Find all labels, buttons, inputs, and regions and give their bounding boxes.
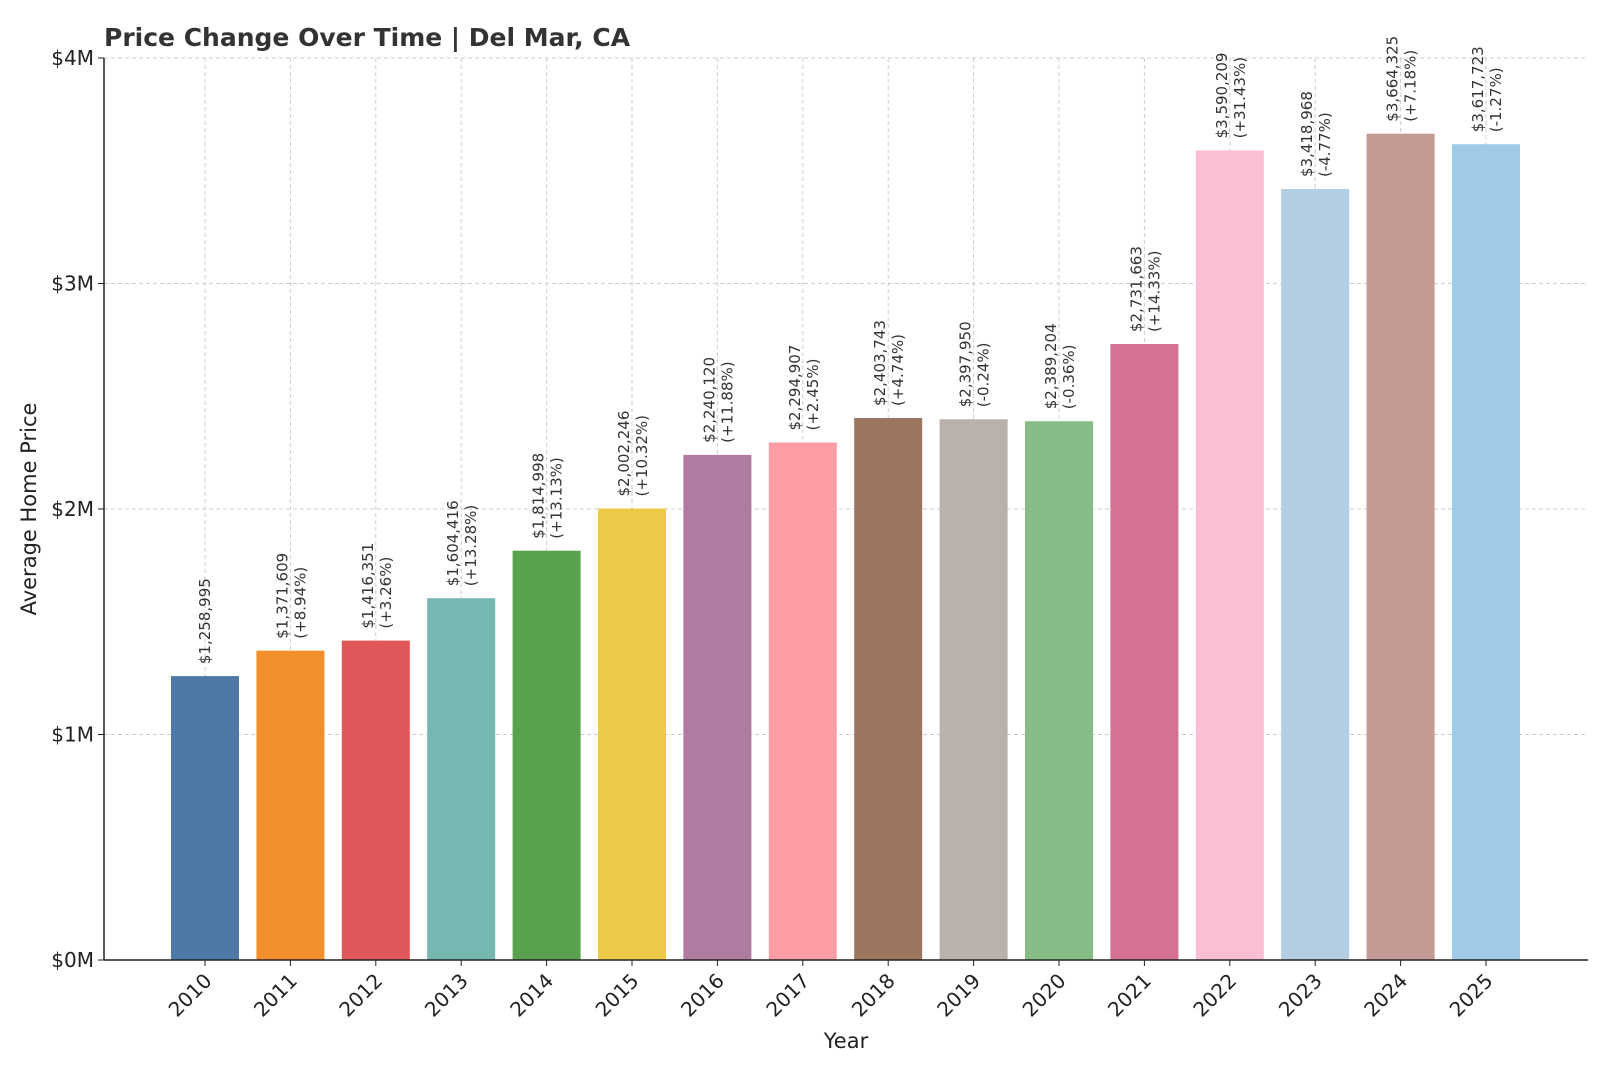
bar-label-2012: $1,416,351 (+3.26%) — [359, 543, 395, 629]
x-tick-label: 2025 — [1445, 969, 1498, 1022]
value-label: $1,814,998 — [530, 453, 548, 539]
y-tick-label: $4M — [51, 46, 94, 70]
y-tick-labels: $0M $1M $2M $3M $4M — [51, 46, 104, 972]
change-label: (+7.18%) — [1402, 50, 1420, 122]
value-label: $2,397,950 — [957, 321, 975, 407]
bar-2010 — [171, 676, 239, 960]
bar-2018 — [854, 417, 923, 961]
x-tick-label: 2011 — [249, 969, 302, 1022]
bar-label-2024: $3,664,325 (+7.18%) — [1384, 36, 1420, 122]
value-label: $3,590,209 — [1213, 53, 1231, 139]
x-tick-label: 2019 — [932, 969, 985, 1022]
x-tick-label: 2021 — [1103, 969, 1156, 1022]
bar-2024 — [1366, 133, 1435, 961]
bar-label-2019: $2,397,950 (-0.24%) — [957, 321, 993, 407]
x-tick-label: 2017 — [761, 969, 814, 1022]
bars — [171, 133, 1520, 961]
grid — [104, 57, 1588, 960]
bar-2020 — [1025, 421, 1093, 960]
data-labels: $1,258,995 $1,371,609 (+8.94%) $1,416,351 (+… — [196, 36, 1505, 664]
value-label: $2,240,120 — [700, 357, 718, 443]
y-tick-label: $0M — [51, 948, 94, 972]
x-tick-label: 2020 — [1018, 969, 1071, 1022]
bar-2017 — [768, 442, 837, 960]
value-label: $1,371,609 — [273, 553, 291, 639]
bar-label-2018: $2,403,743 (+4.74%) — [871, 320, 907, 406]
bar-2016 — [683, 454, 752, 960]
value-label: $3,418,968 — [1298, 91, 1316, 177]
chart-title: Price Change Over Time | Del Mar, CA — [104, 23, 631, 52]
value-label: $1,258,995 — [196, 578, 214, 664]
bar-label-2016: $2,240,120 (+11.88%) — [700, 357, 736, 443]
bar-2013 — [427, 598, 496, 960]
change-label: (+4.74%) — [889, 334, 907, 406]
change-label: (+2.45%) — [804, 359, 822, 431]
x-tick-label: 2014 — [505, 969, 558, 1022]
bar-label-2020: $2,389,204 (-0.36%) — [1042, 323, 1078, 409]
change-label: (+8.94%) — [291, 567, 309, 639]
x-tick-label: 2022 — [1188, 969, 1241, 1022]
bar-label-2010: $1,258,995 — [196, 578, 214, 664]
value-label: $2,389,204 — [1042, 323, 1060, 409]
y-tick-label: $2M — [51, 497, 94, 521]
x-tick-label: 2023 — [1274, 969, 1327, 1022]
bar-2012 — [341, 640, 410, 960]
change-label: (-0.36%) — [1060, 344, 1078, 409]
y-tick-label: $1M — [51, 723, 94, 747]
y-tick-label: $3M — [51, 272, 94, 296]
x-tick-labels: 2010 2011 2012 2013 2014 2015 2016 2017 2018 2019… — [164, 960, 1498, 1022]
bar-2014 — [512, 550, 581, 960]
change-label: (-1.27%) — [1487, 67, 1505, 132]
value-label: $2,731,663 — [1127, 246, 1145, 332]
x-tick-label: 2018 — [847, 969, 900, 1022]
bar-label-2015: $2,002,246 (+10.32%) — [615, 411, 651, 497]
change-label: (-4.77%) — [1316, 112, 1334, 177]
bar-label-2025: $3,617,723 (-1.27%) — [1469, 46, 1505, 132]
x-tick-label: 2024 — [1359, 969, 1412, 1022]
bar-2023 — [1281, 189, 1350, 961]
bar-label-2017: $2,294,907 (+2.45%) — [786, 345, 822, 431]
value-label: $1,416,351 — [359, 543, 377, 629]
change-label: (+13.28%) — [462, 505, 480, 586]
bar-label-2023: $3,418,968 (-4.77%) — [1298, 91, 1334, 177]
bar-2019 — [939, 419, 1008, 960]
x-tick-label: 2010 — [164, 969, 217, 1022]
value-label: $3,617,723 — [1469, 46, 1487, 132]
bar-label-2011: $1,371,609 (+8.94%) — [273, 553, 309, 639]
change-label: (+10.32%) — [633, 415, 651, 496]
value-label: $1,604,416 — [444, 500, 462, 586]
change-label: (-0.24%) — [975, 342, 993, 407]
change-label: (+3.26%) — [377, 557, 395, 629]
change-label: (+11.88%) — [718, 361, 736, 442]
x-tick-label: 2016 — [676, 969, 729, 1022]
bar-label-2021: $2,731,663 (+14.33%) — [1127, 246, 1163, 332]
value-label: $2,403,743 — [871, 320, 889, 406]
bar-2011 — [256, 650, 325, 960]
bar-label-2014: $1,814,998 (+13.13%) — [530, 453, 566, 539]
y-axis-title: Average Home Price — [17, 403, 41, 616]
value-label: $2,294,907 — [786, 345, 804, 431]
bar-label-2013: $1,604,416 (+13.28%) — [444, 500, 480, 586]
bar-2025 — [1452, 144, 1520, 960]
change-label: (+14.33%) — [1145, 251, 1163, 332]
bar-2021 — [1110, 344, 1179, 960]
x-axis-title: Year — [823, 1029, 869, 1053]
value-label: $2,002,246 — [615, 411, 633, 497]
bar-label-2022: $3,590,209 (+31.43%) — [1213, 53, 1249, 139]
value-label: $3,664,325 — [1384, 36, 1402, 122]
x-tick-label: 2013 — [420, 969, 473, 1022]
x-tick-label: 2015 — [591, 969, 644, 1022]
bar-2022 — [1195, 150, 1264, 961]
change-label: (+31.43%) — [1231, 57, 1249, 138]
bar-2015 — [598, 508, 666, 960]
change-label: (+13.13%) — [548, 457, 566, 538]
x-tick-label: 2012 — [334, 969, 387, 1022]
